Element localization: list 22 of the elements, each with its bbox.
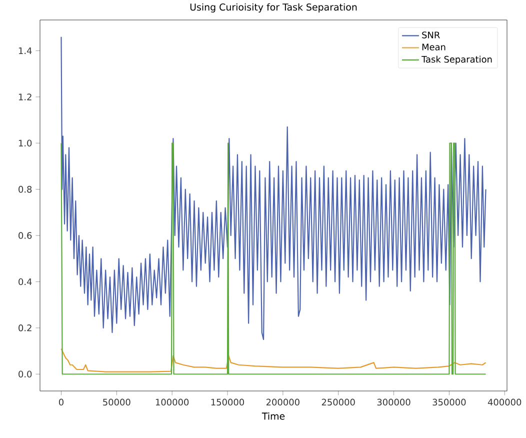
y-tick-label: 0.0: [18, 370, 32, 378]
x-tick-label: 150000: [211, 398, 244, 406]
x-tick-label: 250000: [322, 398, 355, 406]
x-tick-label: 50000: [103, 398, 130, 406]
y-tick-label: 1.0: [18, 140, 32, 146]
x-tick-label: 100000: [156, 398, 189, 406]
x-tick-label: 300000: [377, 398, 410, 406]
x-axis-title: Time: [262, 412, 285, 420]
legend-label: SNR: [422, 32, 440, 38]
y-tick-label: 0.8: [18, 186, 32, 193]
x-tick-label: 200000: [266, 398, 300, 406]
y-tick-label: 0.4: [18, 278, 32, 286]
legend-label: Mean: [422, 44, 446, 50]
x-tick-label: 0: [58, 398, 64, 406]
y-tick-label: 1.4: [18, 47, 32, 54]
legend-label: Task Separation: [421, 56, 492, 64]
x-tick-label: 400000: [488, 398, 522, 406]
y-tick-label: 0.6: [18, 232, 32, 239]
x-tick-label: 350000: [432, 398, 466, 406]
y-tick-label: 1.2: [18, 94, 32, 100]
y-tick-label: 0.2: [18, 324, 32, 332]
chart-title: Using Curioisity for Task Separation: [190, 3, 357, 12]
